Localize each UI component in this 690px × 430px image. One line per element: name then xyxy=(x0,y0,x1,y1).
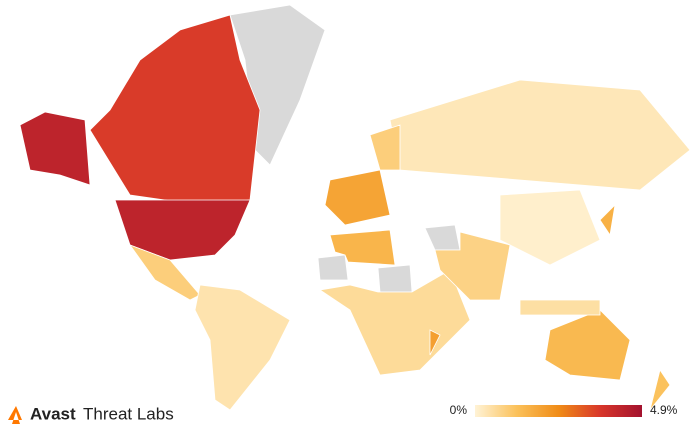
legend: 0% 4.9% xyxy=(450,403,678,417)
country-region xyxy=(429,329,441,356)
country-region xyxy=(128,244,201,301)
country-region xyxy=(519,299,601,316)
no-data-region xyxy=(317,254,349,281)
color-bar xyxy=(475,405,642,417)
brand-name: Avast xyxy=(30,404,76,423)
country-region xyxy=(19,111,91,186)
country-region xyxy=(329,229,396,266)
logo: Avast Threat Labs xyxy=(8,404,174,424)
country-region xyxy=(599,203,616,237)
country-region xyxy=(389,79,690,191)
country-region xyxy=(499,189,601,266)
logo-icon xyxy=(8,406,22,424)
country-region xyxy=(89,14,261,206)
colorbar-label: 0% xyxy=(450,403,468,417)
country-region xyxy=(194,284,291,411)
country-region xyxy=(544,309,631,381)
country-region xyxy=(434,231,511,301)
country-region xyxy=(324,169,391,226)
country-region xyxy=(369,124,401,171)
no-data-region xyxy=(424,224,461,251)
colorbar-label: 4.9% xyxy=(650,403,678,417)
country-region xyxy=(649,369,671,411)
brand-product: Threat Labs xyxy=(83,404,174,423)
no-data-region xyxy=(377,264,413,293)
